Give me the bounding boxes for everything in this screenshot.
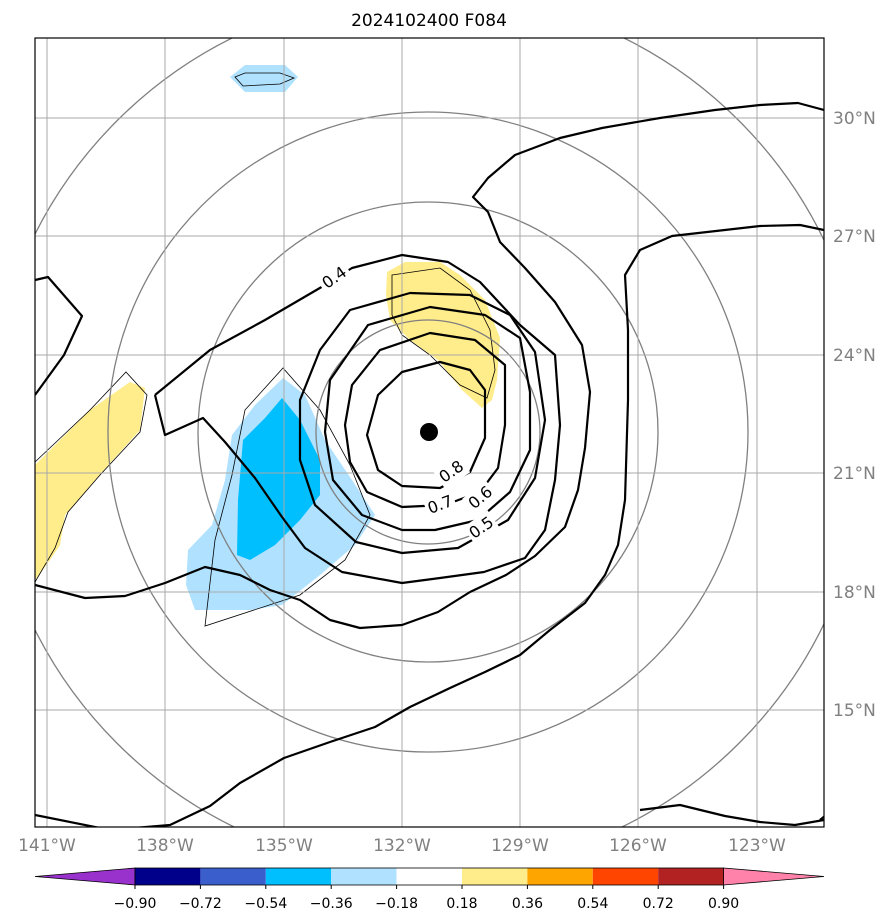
lon-tick-label: 132°W (373, 836, 431, 856)
contour-0.4 (153, 253, 562, 585)
lon-tick-label: 138°W (136, 836, 194, 856)
lat-tick-label: 24°N (833, 346, 876, 366)
contour-0.3 (35, 101, 824, 630)
colorbar-label: −0.72 (179, 896, 222, 912)
colorbar-frame (134, 867, 724, 886)
lat-tick-label: 27°N (833, 227, 876, 247)
contour-ne-corner (819, 815, 824, 821)
lat-tick-label: 18°N (833, 583, 876, 603)
colorbar-segment (331, 868, 397, 885)
thin-contour-west (35, 371, 148, 583)
lat-tick-label: 30°N (833, 109, 876, 129)
colorbar-label: 0.18 (446, 896, 477, 912)
map-area: 0.4 0.8 0.7 0.6 0.5 (35, 38, 824, 827)
lat-tick-labels: 30°N 27°N 24°N 21°N 18°N 15°N (833, 109, 876, 721)
thin-contour-north (234, 72, 296, 87)
gridlines (35, 38, 824, 827)
colorbar-extend-high (723, 867, 825, 886)
contour-0.2 (35, 223, 824, 827)
light-blue-patch-north (230, 65, 298, 92)
thin-contour-yellow (391, 267, 496, 399)
colorbar-label: 0.54 (577, 896, 608, 912)
colorbar-segment (135, 868, 201, 885)
lon-tick-label: 123°W (728, 836, 786, 856)
thin-contour-blue (204, 367, 371, 627)
contour-labels: 0.4 0.8 0.7 0.6 0.5 (314, 258, 501, 546)
lon-tick-labels: 141°W 138°W 135°W 132°W 129°W 126°W 123°… (18, 836, 786, 856)
map-frame (34, 37, 825, 828)
colorbar-segment (396, 868, 462, 885)
lon-tick-label: 126°W (609, 836, 667, 856)
storm-center-dot (420, 423, 438, 441)
yellow-patch-west (35, 382, 145, 580)
thick-contours (35, 101, 824, 827)
range-ring-3 (107, 111, 749, 753)
colorbar-segment (658, 868, 724, 885)
contour-west-edge (35, 275, 84, 396)
lat-tick-label: 15°N (833, 701, 876, 721)
colorbar-label: −0.18 (375, 896, 418, 912)
lon-tick-label: 129°W (491, 836, 549, 856)
lon-tick-label: 135°W (255, 836, 313, 856)
range-rings (35, 38, 824, 827)
colorbar-label: 0.72 (643, 896, 674, 912)
lon-tick-label: 141°W (18, 836, 76, 856)
colorbar: −0.90 −0.72 −0.54 −0.36 −0.18 0.18 0.36 0.54 0.7… (34, 867, 825, 912)
colorbar-label: 0.36 (512, 896, 543, 912)
range-ring-2 (197, 201, 659, 663)
colorbar-segment (265, 868, 332, 885)
range-ring-1 (315, 319, 541, 545)
colorbar-segment (592, 868, 659, 885)
colorbar-label: 0.90 (708, 896, 739, 912)
thin-contours (35, 72, 496, 627)
colorbar-label: −0.54 (244, 896, 287, 912)
contour-0.7 (343, 331, 507, 509)
colorbar-extend-low (34, 867, 136, 886)
colorbar-segment (527, 868, 593, 885)
contour-se-corner (639, 803, 824, 827)
colorbar-segment (200, 868, 266, 885)
map-title: 2024102400 F084 (351, 11, 507, 31)
colorbar-label: −0.90 (114, 896, 157, 912)
colorbar-segment (462, 868, 528, 885)
lat-tick-label: 21°N (833, 464, 876, 484)
colorbar-label: −0.36 (310, 896, 353, 912)
